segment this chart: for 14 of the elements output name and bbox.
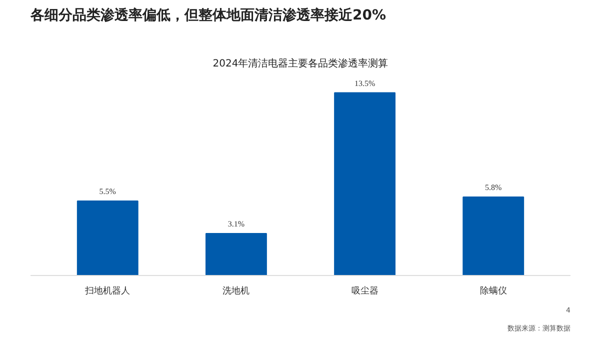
data-label: 5.5% xyxy=(99,187,116,196)
x-tick-label: 扫地机器人 xyxy=(84,286,130,296)
x-tick-label: 吸尘器 xyxy=(351,286,378,296)
bar xyxy=(334,92,396,276)
chart-title: 各细分品类渗透率偏低，但整体地面清洁渗透率接近20% xyxy=(30,6,386,24)
bar xyxy=(462,196,524,276)
chart-subtitle: 2024年清洁电器主要各品类渗透率测算 xyxy=(212,58,388,70)
bar xyxy=(206,233,267,276)
x-tick-label: 除螨仪 xyxy=(480,286,507,296)
x-tick-label: 洗地机 xyxy=(222,286,250,296)
bar xyxy=(76,200,138,276)
data-label: 5.8% xyxy=(485,182,502,192)
data-label: 13.5% xyxy=(354,78,376,88)
data-label: 3.1% xyxy=(228,220,245,229)
